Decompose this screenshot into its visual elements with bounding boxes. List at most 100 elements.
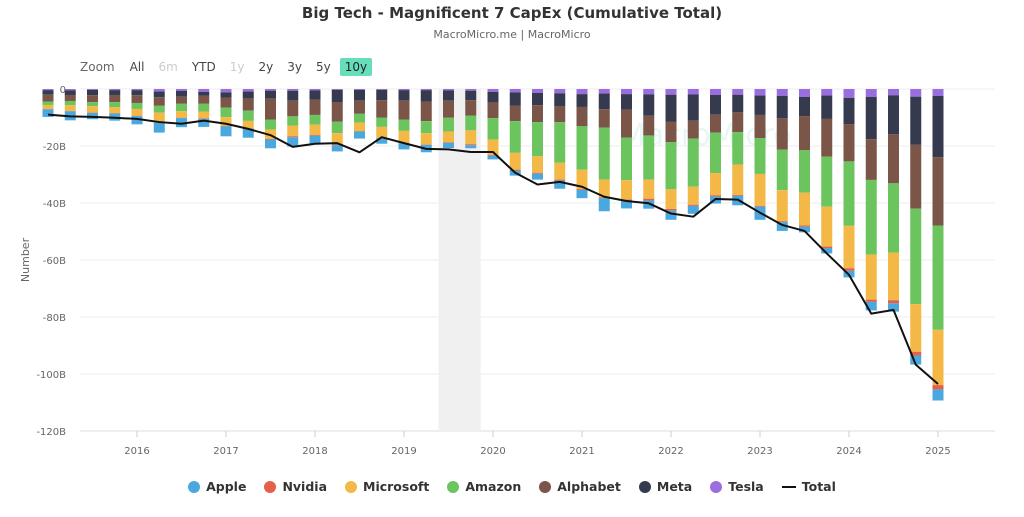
- bar-stack[interactable]: [176, 89, 187, 128]
- bar-segment-apple[interactable]: [910, 355, 922, 365]
- bar-segment-meta[interactable]: [198, 91, 210, 96]
- bar-segment-meta[interactable]: [687, 94, 699, 121]
- bar-segment-nvidia[interactable]: [754, 205, 766, 207]
- bar-segment-alphabet[interactable]: [87, 95, 98, 103]
- bar-segment-tesla[interactable]: [821, 89, 833, 96]
- bar-stack[interactable]: [754, 89, 766, 220]
- bar-segment-tesla[interactable]: [732, 89, 744, 95]
- bar-segment-tesla[interactable]: [87, 89, 98, 90]
- bar-segment-amazon[interactable]: [87, 102, 98, 107]
- bar-stack[interactable]: [932, 89, 944, 401]
- bar-segment-alphabet[interactable]: [153, 97, 165, 106]
- bar-segment-amazon[interactable]: [910, 208, 922, 305]
- bar-segment-meta[interactable]: [265, 90, 276, 99]
- bar-segment-alphabet[interactable]: [354, 100, 365, 114]
- bar-segment-meta[interactable]: [710, 94, 721, 115]
- bar-segment-apple[interactable]: [153, 122, 165, 133]
- bar-segment-meta[interactable]: [176, 90, 187, 97]
- bar-stack[interactable]: [331, 89, 343, 152]
- bar-segment-tesla[interactable]: [687, 89, 699, 95]
- bar-segment-alphabet[interactable]: [532, 105, 543, 123]
- bar-segment-amazon[interactable]: [376, 117, 388, 127]
- bar-segment-nvidia[interactable]: [865, 299, 877, 302]
- bar-segment-tesla[interactable]: [176, 89, 187, 91]
- bar-segment-tesla[interactable]: [665, 89, 677, 95]
- bar-segment-nvidia[interactable]: [532, 172, 543, 174]
- bar-stack[interactable]: [42, 89, 54, 117]
- bar-segment-apple[interactable]: [398, 143, 410, 150]
- bar-stack[interactable]: [354, 89, 365, 139]
- range-button-3y[interactable]: 3y: [287, 60, 302, 74]
- bar-segment-alphabet[interactable]: [843, 124, 855, 162]
- bar-segment-amazon[interactable]: [598, 127, 610, 180]
- bar-segment-tesla[interactable]: [865, 89, 877, 97]
- bar-segment-microsoft[interactable]: [153, 112, 165, 123]
- bar-segment-meta[interactable]: [598, 93, 610, 110]
- bar-segment-microsoft[interactable]: [287, 125, 299, 137]
- bar-segment-tesla[interactable]: [465, 89, 477, 91]
- bar-segment-tesla[interactable]: [710, 89, 721, 95]
- bar-segment-meta[interactable]: [621, 94, 632, 110]
- bar-segment-amazon[interactable]: [799, 150, 810, 193]
- bar-segment-microsoft[interactable]: [331, 133, 343, 145]
- legend-item-amazon[interactable]: Amazon: [447, 479, 521, 494]
- legend-item-nvidia[interactable]: Nvidia: [264, 479, 327, 494]
- bar-segment-amazon[interactable]: [487, 118, 499, 140]
- bar-segment-tesla[interactable]: [487, 89, 499, 92]
- bar-segment-meta[interactable]: [576, 94, 588, 107]
- bar-segment-amazon[interactable]: [710, 132, 721, 174]
- bar-segment-tesla[interactable]: [287, 89, 299, 91]
- bar-segment-meta[interactable]: [910, 96, 922, 145]
- bar-stack[interactable]: [621, 89, 632, 209]
- bar-segment-amazon[interactable]: [932, 225, 944, 330]
- bar-segment-amazon[interactable]: [42, 101, 54, 105]
- bar-stack[interactable]: [376, 89, 388, 144]
- bar-stack[interactable]: [487, 89, 499, 160]
- bar-segment-alphabet[interactable]: [64, 94, 76, 101]
- bar-stack[interactable]: [799, 89, 810, 233]
- bar-segment-alphabet[interactable]: [732, 112, 744, 133]
- bar-segment-alphabet[interactable]: [554, 106, 566, 123]
- legend-item-meta[interactable]: Meta: [638, 479, 692, 494]
- bar-segment-alphabet[interactable]: [576, 106, 588, 127]
- bar-segment-tesla[interactable]: [198, 89, 210, 92]
- legend-item-apple[interactable]: Apple: [188, 479, 246, 494]
- bar-stack[interactable]: [109, 89, 121, 121]
- bar-segment-alphabet[interactable]: [109, 94, 121, 103]
- bar-segment-alphabet[interactable]: [776, 118, 788, 150]
- bar-segment-nvidia[interactable]: [465, 144, 477, 146]
- bar-segment-tesla[interactable]: [420, 89, 432, 91]
- bar-segment-amazon[interactable]: [754, 138, 766, 174]
- bar-stack[interactable]: [220, 89, 232, 137]
- bar-segment-microsoft[interactable]: [443, 131, 454, 143]
- bar-segment-meta[interactable]: [554, 93, 566, 107]
- bar-segment-meta[interactable]: [42, 90, 54, 95]
- bar-segment-meta[interactable]: [821, 95, 833, 119]
- bar-segment-amazon[interactable]: [309, 114, 321, 125]
- bar-segment-alphabet[interactable]: [176, 96, 187, 104]
- bar-stack[interactable]: [465, 89, 477, 149]
- bar-segment-apple[interactable]: [554, 180, 566, 189]
- bar-segment-alphabet[interactable]: [754, 114, 766, 139]
- bar-segment-apple[interactable]: [932, 389, 944, 401]
- bar-segment-apple[interactable]: [598, 198, 610, 212]
- bar-segment-tesla[interactable]: [265, 89, 276, 91]
- bar-segment-meta[interactable]: [87, 89, 98, 96]
- bar-segment-microsoft[interactable]: [354, 122, 365, 132]
- bar-segment-meta[interactable]: [443, 90, 454, 101]
- bar-segment-meta[interactable]: [732, 94, 744, 113]
- bar-segment-apple[interactable]: [42, 109, 54, 117]
- bar-segment-alphabet[interactable]: [799, 116, 810, 151]
- bar-segment-amazon[interactable]: [554, 122, 566, 163]
- bar-segment-microsoft[interactable]: [109, 107, 121, 114]
- bar-segment-nvidia[interactable]: [287, 136, 299, 138]
- bar-segment-meta[interactable]: [287, 90, 299, 101]
- bar-segment-amazon[interactable]: [287, 116, 299, 126]
- bar-stack[interactable]: [732, 89, 744, 206]
- bar-segment-alphabet[interactable]: [888, 134, 899, 184]
- bar-segment-microsoft[interactable]: [932, 329, 944, 386]
- bar-segment-amazon[interactable]: [153, 105, 165, 113]
- bar-segment-meta[interactable]: [532, 92, 543, 106]
- bar-segment-alphabet[interactable]: [443, 100, 454, 118]
- bar-stack[interactable]: [532, 89, 543, 180]
